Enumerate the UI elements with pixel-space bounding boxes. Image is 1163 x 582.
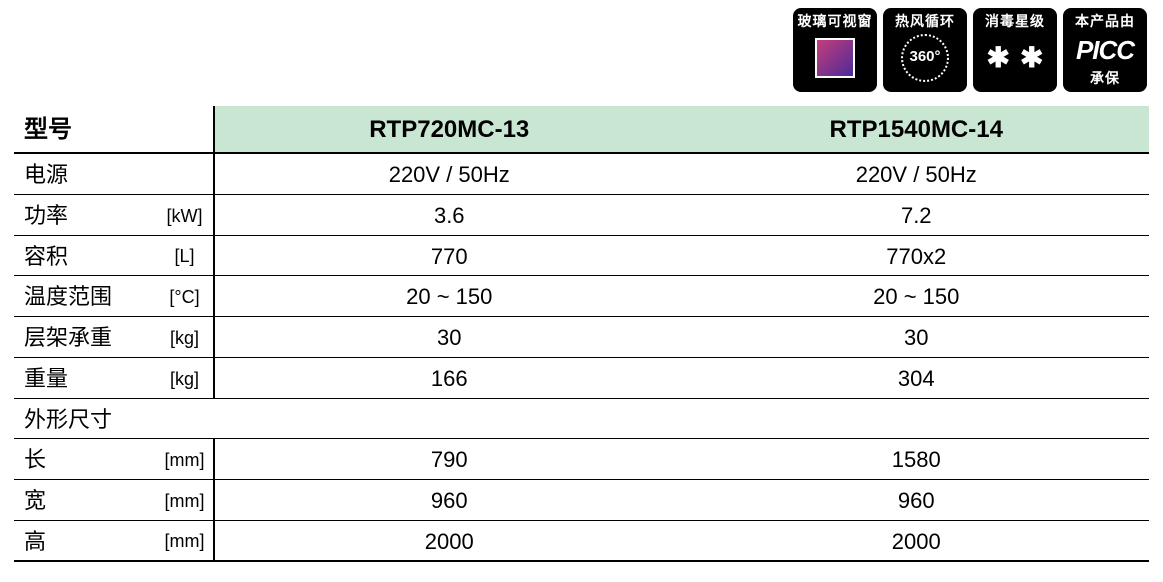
table-row: 电源 220V / 50Hz 220V / 50Hz	[14, 153, 1149, 194]
row-label: 温度范围	[14, 276, 154, 317]
badge-sublabel: 承保	[1090, 71, 1120, 86]
table-row: 层架承重 [kg] 30 30	[14, 317, 1149, 358]
row-label: 高	[14, 520, 154, 561]
table-row: 高 [mm] 2000 2000	[14, 520, 1149, 561]
row-value: 790	[214, 439, 682, 480]
dims-section-row: 外形尺寸	[14, 398, 1149, 439]
header-unit-blank	[154, 106, 214, 153]
row-label: 容积	[14, 235, 154, 276]
star-icon: ✱	[987, 44, 1010, 72]
row-value: 220V / 50Hz	[682, 153, 1150, 194]
row-value: 304	[682, 357, 1150, 398]
table-row: 长 [mm] 790 1580	[14, 439, 1149, 480]
table-row: 宽 [mm] 960 960	[14, 479, 1149, 520]
row-value: 2000	[214, 520, 682, 561]
header-model-2: RTP1540MC-14	[682, 106, 1150, 153]
badge-glass-window: 玻璃可视窗	[793, 8, 877, 92]
360-icon: 360°	[887, 29, 963, 86]
row-label: 电源	[14, 153, 154, 194]
header-model-1: RTP720MC-13	[214, 106, 682, 153]
spec-table: 型号 RTP720MC-13 RTP1540MC-14 电源 220V / 50…	[14, 106, 1149, 562]
row-value: 770	[214, 235, 682, 276]
row-unit: [mm]	[154, 520, 214, 561]
star-icon: ✱	[1020, 44, 1043, 72]
badge-label: 热风循环	[895, 14, 955, 29]
badge-label: 玻璃可视窗	[798, 14, 873, 29]
row-label: 宽	[14, 479, 154, 520]
row-unit: [kW]	[154, 195, 214, 236]
row-label: 长	[14, 439, 154, 480]
feature-badges: 玻璃可视窗 热风循环 360° 消毒星级 ✱ ✱ 本产品由 PICC	[14, 8, 1149, 92]
stars-icon: ✱ ✱	[977, 29, 1053, 86]
row-unit: [°C]	[154, 276, 214, 317]
badge-hot-air-360: 热风循环 360°	[883, 8, 967, 92]
row-value: 20 ~ 150	[682, 276, 1150, 317]
row-value: 20 ~ 150	[214, 276, 682, 317]
row-label: 功率	[14, 195, 154, 236]
row-value: 7.2	[682, 195, 1150, 236]
row-unit	[154, 153, 214, 194]
row-value: 220V / 50Hz	[214, 153, 682, 194]
badge-label: 本产品由	[1075, 14, 1135, 29]
row-value: 2000	[682, 520, 1150, 561]
row-unit: [mm]	[154, 479, 214, 520]
table-header-row: 型号 RTP720MC-13 RTP1540MC-14	[14, 106, 1149, 153]
row-unit: [mm]	[154, 439, 214, 480]
row-unit: [kg]	[154, 357, 214, 398]
picc-logo: PICC	[1067, 29, 1143, 70]
row-value: 30	[682, 317, 1150, 358]
row-value: 770x2	[682, 235, 1150, 276]
row-label: 层架承重	[14, 317, 154, 358]
table-row: 功率 [kW] 3.6 7.2	[14, 195, 1149, 236]
row-value: 1580	[682, 439, 1150, 480]
table-row: 重量 [kg] 166 304	[14, 357, 1149, 398]
badge-disinfect-rating: 消毒星级 ✱ ✱	[973, 8, 1057, 92]
row-value: 3.6	[214, 195, 682, 236]
row-value: 30	[214, 317, 682, 358]
badge-picc-insured: 本产品由 PICC 承保	[1063, 8, 1147, 92]
table-row: 温度范围 [°C] 20 ~ 150 20 ~ 150	[14, 276, 1149, 317]
window-icon	[797, 29, 873, 86]
row-value: 166	[214, 357, 682, 398]
row-unit: [L]	[154, 235, 214, 276]
badge-label: 消毒星级	[985, 14, 1045, 29]
dims-section-label: 外形尺寸	[14, 398, 1149, 439]
header-label: 型号	[14, 106, 154, 153]
row-value: 960	[682, 479, 1150, 520]
page-root: 玻璃可视窗 热风循环 360° 消毒星级 ✱ ✱ 本产品由 PICC	[0, 0, 1163, 582]
table-row: 容积 [L] 770 770x2	[14, 235, 1149, 276]
row-value: 960	[214, 479, 682, 520]
row-unit: [kg]	[154, 317, 214, 358]
row-label: 重量	[14, 357, 154, 398]
